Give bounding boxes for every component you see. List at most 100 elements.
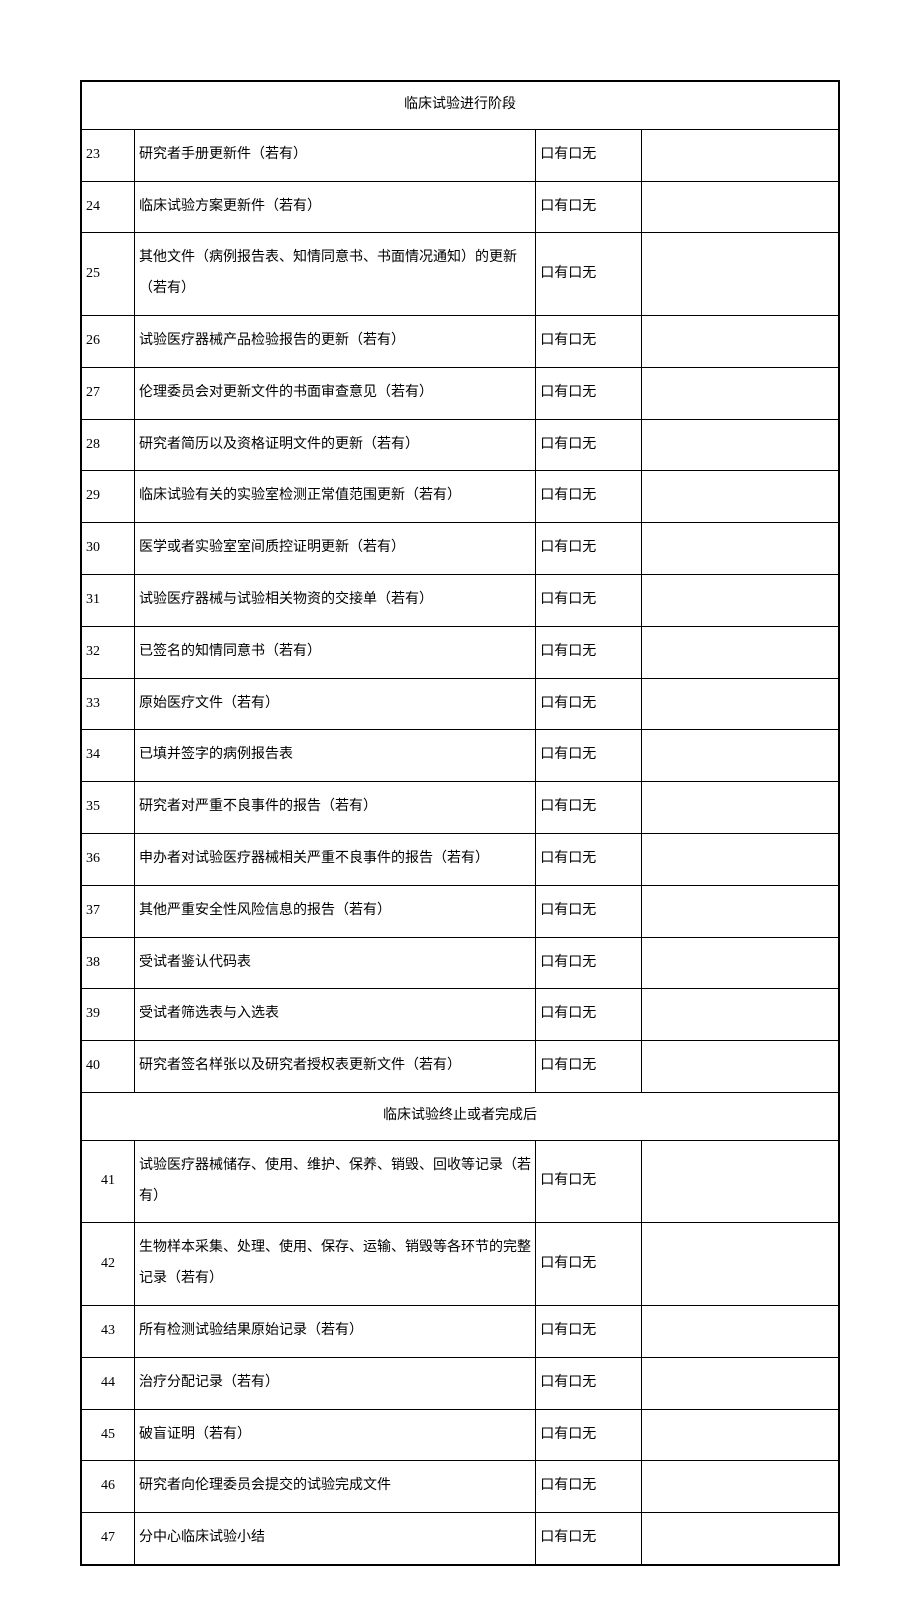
row-description: 其他文件（病例报告表、知情同意书、书面情况通知）的更新（若有） xyxy=(134,233,535,316)
row-remark xyxy=(642,1461,839,1513)
row-number: 29 xyxy=(82,471,135,523)
table-row: 31试验医疗器械与试验相关物资的交接单（若有）口有口无 xyxy=(82,574,839,626)
table-row: 24临床试验方案更新件（若有）口有口无 xyxy=(82,181,839,233)
row-number: 47 xyxy=(82,1513,135,1565)
row-checkbox: 口有口无 xyxy=(536,833,642,885)
row-description: 研究者手册更新件（若有） xyxy=(134,129,535,181)
row-remark xyxy=(642,626,839,678)
row-checkbox: 口有口无 xyxy=(536,1041,642,1093)
table-row: 28研究者简历以及资格证明文件的更新（若有）口有口无 xyxy=(82,419,839,471)
row-number: 45 xyxy=(82,1409,135,1461)
row-description: 治疗分配记录（若有） xyxy=(134,1357,535,1409)
row-description: 分中心临床试验小结 xyxy=(134,1513,535,1565)
row-checkbox: 口有口无 xyxy=(536,885,642,937)
table-row: 42生物样本采集、处理、使用、保存、运输、销毁等各环节的完整记录（若有）口有口无 xyxy=(82,1223,839,1306)
row-number: 38 xyxy=(82,937,135,989)
row-number: 46 xyxy=(82,1461,135,1513)
row-number: 28 xyxy=(82,419,135,471)
row-description: 临床试验方案更新件（若有） xyxy=(134,181,535,233)
row-checkbox: 口有口无 xyxy=(536,367,642,419)
row-checkbox: 口有口无 xyxy=(536,1409,642,1461)
table-row: 46研究者向伦理委员会提交的试验完成文件口有口无 xyxy=(82,1461,839,1513)
table-row: 40研究者签名样张以及研究者授权表更新文件（若有）口有口无 xyxy=(82,1041,839,1093)
row-number: 31 xyxy=(82,574,135,626)
table-row: 34已填并签字的病例报告表口有口无 xyxy=(82,730,839,782)
row-number: 26 xyxy=(82,315,135,367)
row-remark xyxy=(642,989,839,1041)
row-remark xyxy=(642,419,839,471)
row-description: 受试者筛选表与入选表 xyxy=(134,989,535,1041)
row-description: 其他严重安全性风险信息的报告（若有） xyxy=(134,885,535,937)
row-description: 伦理委员会对更新文件的书面审查意见（若有） xyxy=(134,367,535,419)
row-checkbox: 口有口无 xyxy=(536,1357,642,1409)
row-description: 医学或者实验室室间质控证明更新（若有） xyxy=(134,523,535,575)
table-row: 30医学或者实验室室间质控证明更新（若有）口有口无 xyxy=(82,523,839,575)
row-number: 37 xyxy=(82,885,135,937)
table-row: 41试验医疗器械储存、使用、维护、保养、销毁、回收等记录（若有）口有口无 xyxy=(82,1140,839,1223)
row-number: 36 xyxy=(82,833,135,885)
row-checkbox: 口有口无 xyxy=(536,782,642,834)
table-row: 32已签名的知情同意书（若有）口有口无 xyxy=(82,626,839,678)
table-body: 临床试验进行阶段23研究者手册更新件（若有）口有口无24临床试验方案更新件（若有… xyxy=(82,82,839,1565)
table-row: 25其他文件（病例报告表、知情同意书、书面情况通知）的更新（若有）口有口无 xyxy=(82,233,839,316)
row-remark xyxy=(642,367,839,419)
row-number: 32 xyxy=(82,626,135,678)
table-row: 39受试者筛选表与入选表口有口无 xyxy=(82,989,839,1041)
row-checkbox: 口有口无 xyxy=(536,419,642,471)
table-row: 29临床试验有关的实验室检测正常值范围更新（若有）口有口无 xyxy=(82,471,839,523)
row-number: 24 xyxy=(82,181,135,233)
row-checkbox: 口有口无 xyxy=(536,471,642,523)
table-row: 36申办者对试验医疗器械相关严重不良事件的报告（若有）口有口无 xyxy=(82,833,839,885)
table-row: 23研究者手册更新件（若有）口有口无 xyxy=(82,129,839,181)
row-description: 申办者对试验医疗器械相关严重不良事件的报告（若有） xyxy=(134,833,535,885)
row-number: 39 xyxy=(82,989,135,1041)
table-row: 27伦理委员会对更新文件的书面审查意见（若有）口有口无 xyxy=(82,367,839,419)
table-row: 47分中心临床试验小结口有口无 xyxy=(82,1513,839,1565)
row-remark xyxy=(642,233,839,316)
row-checkbox: 口有口无 xyxy=(536,523,642,575)
section-header: 临床试验进行阶段 xyxy=(82,82,839,130)
section-header: 临床试验终止或者完成后 xyxy=(82,1092,839,1140)
row-number: 23 xyxy=(82,129,135,181)
row-description: 试验医疗器械产品检验报告的更新（若有） xyxy=(134,315,535,367)
row-remark xyxy=(642,181,839,233)
row-remark xyxy=(642,782,839,834)
row-remark xyxy=(642,730,839,782)
row-remark xyxy=(642,1223,839,1306)
row-checkbox: 口有口无 xyxy=(536,129,642,181)
checklist-table: 临床试验进行阶段23研究者手册更新件（若有）口有口无24临床试验方案更新件（若有… xyxy=(81,81,839,1565)
row-description: 破盲证明（若有） xyxy=(134,1409,535,1461)
table-row: 33原始医疗文件（若有）口有口无 xyxy=(82,678,839,730)
row-remark xyxy=(642,574,839,626)
row-number: 30 xyxy=(82,523,135,575)
row-number: 25 xyxy=(82,233,135,316)
row-remark xyxy=(642,1357,839,1409)
row-remark xyxy=(642,1140,839,1223)
row-remark xyxy=(642,129,839,181)
row-number: 35 xyxy=(82,782,135,834)
row-description: 研究者向伦理委员会提交的试验完成文件 xyxy=(134,1461,535,1513)
row-remark xyxy=(642,523,839,575)
row-description: 研究者签名样张以及研究者授权表更新文件（若有） xyxy=(134,1041,535,1093)
row-number: 33 xyxy=(82,678,135,730)
row-checkbox: 口有口无 xyxy=(536,233,642,316)
row-remark xyxy=(642,885,839,937)
row-checkbox: 口有口无 xyxy=(536,678,642,730)
row-description: 试验医疗器械与试验相关物资的交接单（若有） xyxy=(134,574,535,626)
row-checkbox: 口有口无 xyxy=(536,989,642,1041)
row-checkbox: 口有口无 xyxy=(536,626,642,678)
row-remark xyxy=(642,315,839,367)
row-checkbox: 口有口无 xyxy=(536,1140,642,1223)
row-checkbox: 口有口无 xyxy=(536,315,642,367)
row-description: 生物样本采集、处理、使用、保存、运输、销毁等各环节的完整记录（若有） xyxy=(134,1223,535,1306)
row-description: 试验医疗器械储存、使用、维护、保养、销毁、回收等记录（若有） xyxy=(134,1140,535,1223)
row-number: 34 xyxy=(82,730,135,782)
row-checkbox: 口有口无 xyxy=(536,1223,642,1306)
row-description: 受试者鉴认代码表 xyxy=(134,937,535,989)
row-remark xyxy=(642,937,839,989)
row-description: 所有检测试验结果原始记录（若有） xyxy=(134,1305,535,1357)
row-description: 研究者对严重不良事件的报告（若有） xyxy=(134,782,535,834)
row-checkbox: 口有口无 xyxy=(536,181,642,233)
table-row: 38受试者鉴认代码表口有口无 xyxy=(82,937,839,989)
table-row: 43所有检测试验结果原始记录（若有）口有口无 xyxy=(82,1305,839,1357)
